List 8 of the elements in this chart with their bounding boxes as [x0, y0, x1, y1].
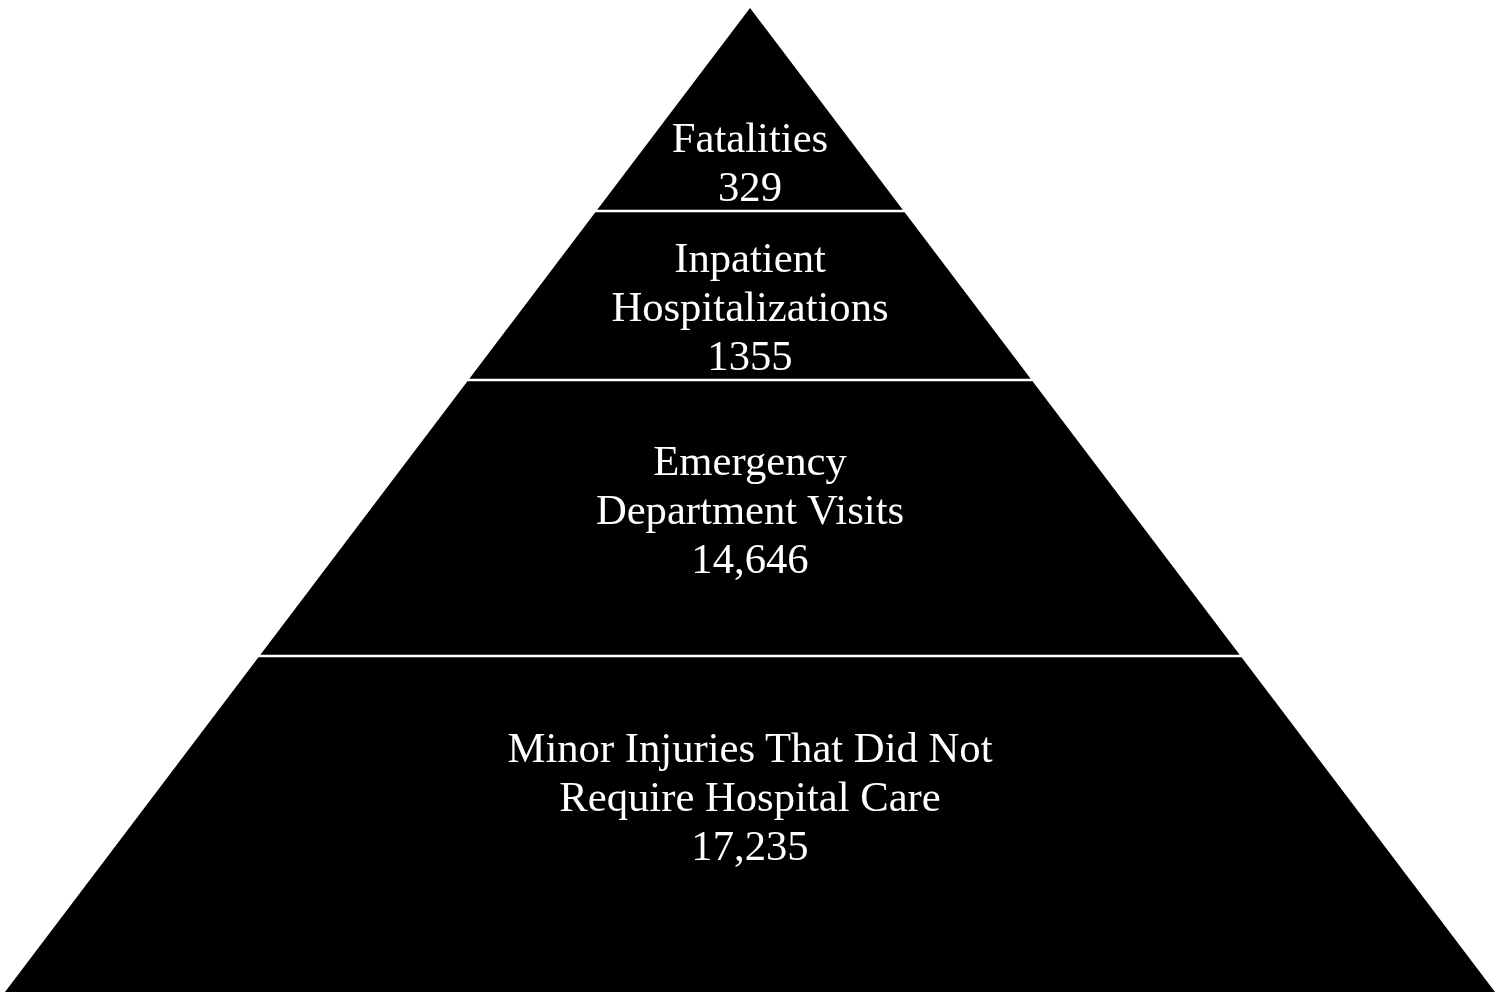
category-label: Inpatient Hospitalizations — [611, 233, 889, 330]
category-label: Fatalities — [671, 113, 829, 161]
data-label: 329 — [718, 162, 782, 210]
category-label: Emergency Department Visits — [595, 436, 905, 533]
data-label: 17,235 — [691, 822, 809, 870]
data-label: 1355 — [707, 331, 793, 379]
category-label: Minor Injuries That Did Not Require Hospital Care — [507, 724, 993, 821]
data-label: 14,646 — [691, 534, 809, 582]
